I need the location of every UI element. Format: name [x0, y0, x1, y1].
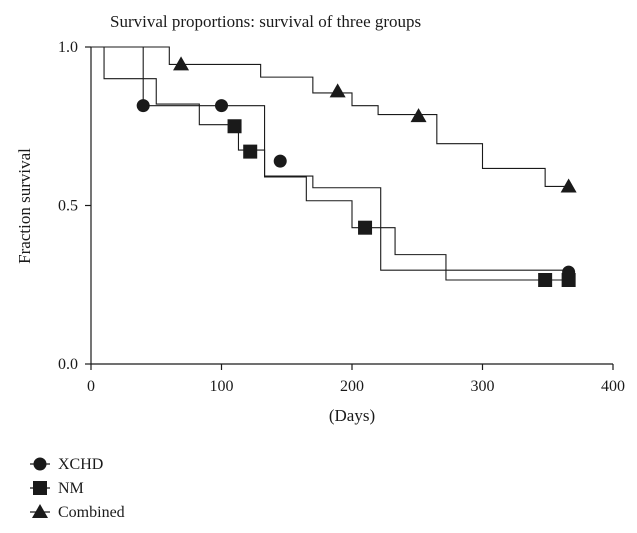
circle-marker — [215, 99, 228, 113]
x-tick-label: 100 — [210, 378, 234, 395]
square-marker — [227, 119, 242, 134]
circle-marker — [273, 154, 287, 168]
triangle-marker — [329, 83, 346, 98]
y-tick-label: 0.5 — [58, 198, 78, 215]
square-marker — [358, 220, 373, 235]
series-markers — [136, 56, 577, 287]
legend-item-nm: NM — [30, 480, 84, 497]
series-line-combined — [91, 46, 569, 188]
x-tick-label: 400 — [601, 378, 625, 395]
y-tick-label: 1.0 — [58, 39, 78, 56]
legend-item-combined: Combined — [30, 504, 125, 521]
legend-square-marker — [33, 481, 47, 495]
legend-label: XCHD — [58, 456, 103, 473]
legend: XCHD NM Combined — [30, 456, 125, 521]
series-line-nm — [91, 46, 569, 281]
triangle-marker — [173, 56, 190, 71]
triangle-marker — [410, 108, 427, 123]
legend-circle-marker — [33, 457, 47, 471]
x-tick-label: 0 — [87, 378, 95, 395]
axes: 0 100 200 300 400 0.0 0.5 1.0 — [58, 39, 625, 395]
circle-marker — [562, 265, 576, 279]
y-axis-label: Fraction survival — [15, 148, 34, 264]
y-tick-label: 0.0 — [58, 356, 78, 373]
triangle-marker — [560, 178, 577, 193]
square-marker — [243, 144, 258, 159]
circle-marker — [136, 99, 150, 113]
series-line-xchd — [91, 46, 569, 271]
x-tick-label: 200 — [340, 378, 364, 395]
series-lines — [91, 46, 569, 281]
square-marker — [538, 272, 553, 287]
legend-label: Combined — [58, 504, 125, 521]
legend-label: NM — [58, 480, 84, 497]
x-axis-label: (Days) — [329, 406, 375, 425]
x-tick-label: 300 — [471, 378, 495, 395]
legend-triangle-marker — [32, 504, 48, 518]
legend-item-xchd: XCHD — [30, 456, 103, 473]
chart-title: Survival proportions: survival of three … — [110, 12, 421, 31]
